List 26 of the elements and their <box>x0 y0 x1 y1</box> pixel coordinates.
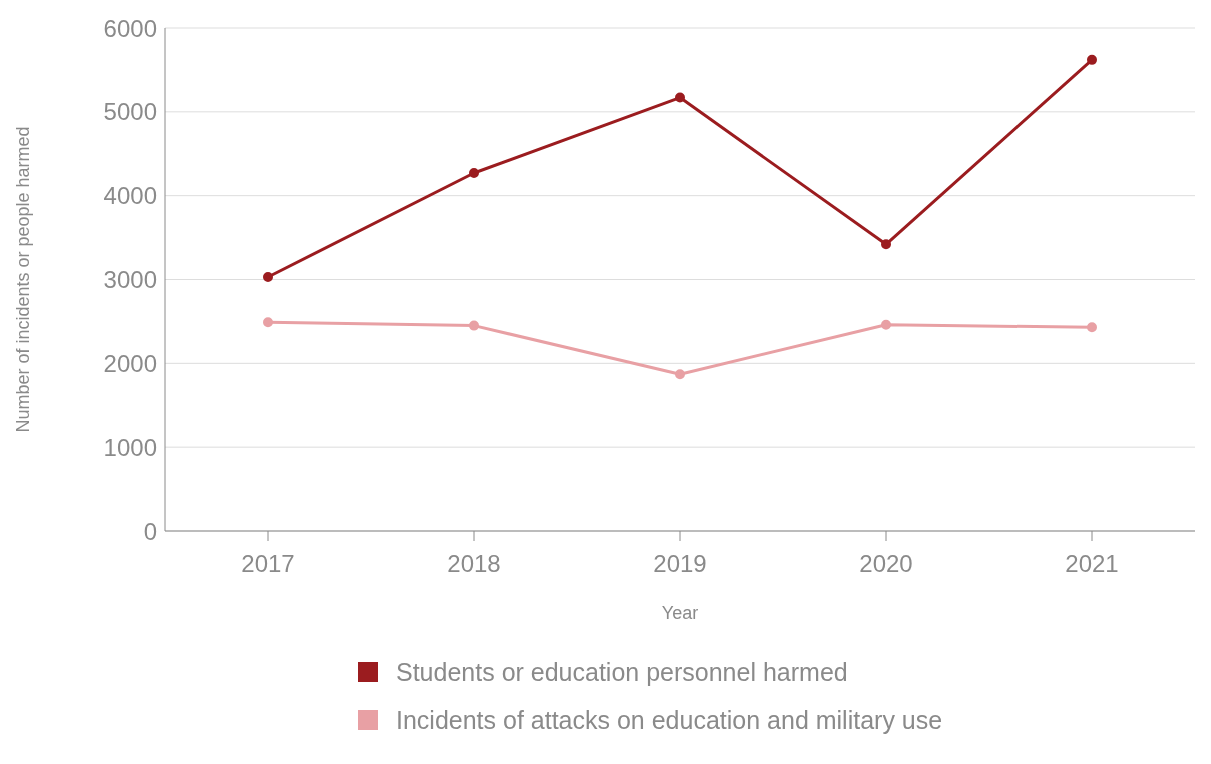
x-tick-label: 2019 <box>653 550 707 578</box>
point <box>881 239 891 250</box>
y-tick-label: 0 <box>143 517 157 545</box>
x-tick-label: 2018 <box>447 550 501 578</box>
x-tick-label: 2017 <box>241 550 295 578</box>
y-tick-label: 6000 <box>103 14 157 42</box>
point <box>675 369 685 380</box>
point <box>469 168 479 179</box>
y-tick-label: 1000 <box>103 433 157 461</box>
x-axis-title: Year <box>661 602 699 623</box>
point <box>881 319 891 330</box>
point <box>675 92 685 103</box>
point <box>263 271 273 282</box>
point <box>1087 322 1097 333</box>
point <box>263 317 273 328</box>
x-tick-label: 2021 <box>1065 550 1119 578</box>
point <box>469 320 479 331</box>
y-tick-label: 2000 <box>103 349 157 377</box>
legend-label: Students or education personnel harmed <box>396 657 848 687</box>
point <box>1087 54 1097 65</box>
y-tick-label: 5000 <box>103 98 157 126</box>
x-tick-label: 2020 <box>859 550 913 578</box>
y-axis-title: Number of incidents or people harmed <box>13 126 34 433</box>
y-tick-label: 3000 <box>103 266 157 294</box>
y-tick-label: 4000 <box>103 182 157 210</box>
legend-label: Incidents of attacks on education and military use <box>396 705 943 735</box>
